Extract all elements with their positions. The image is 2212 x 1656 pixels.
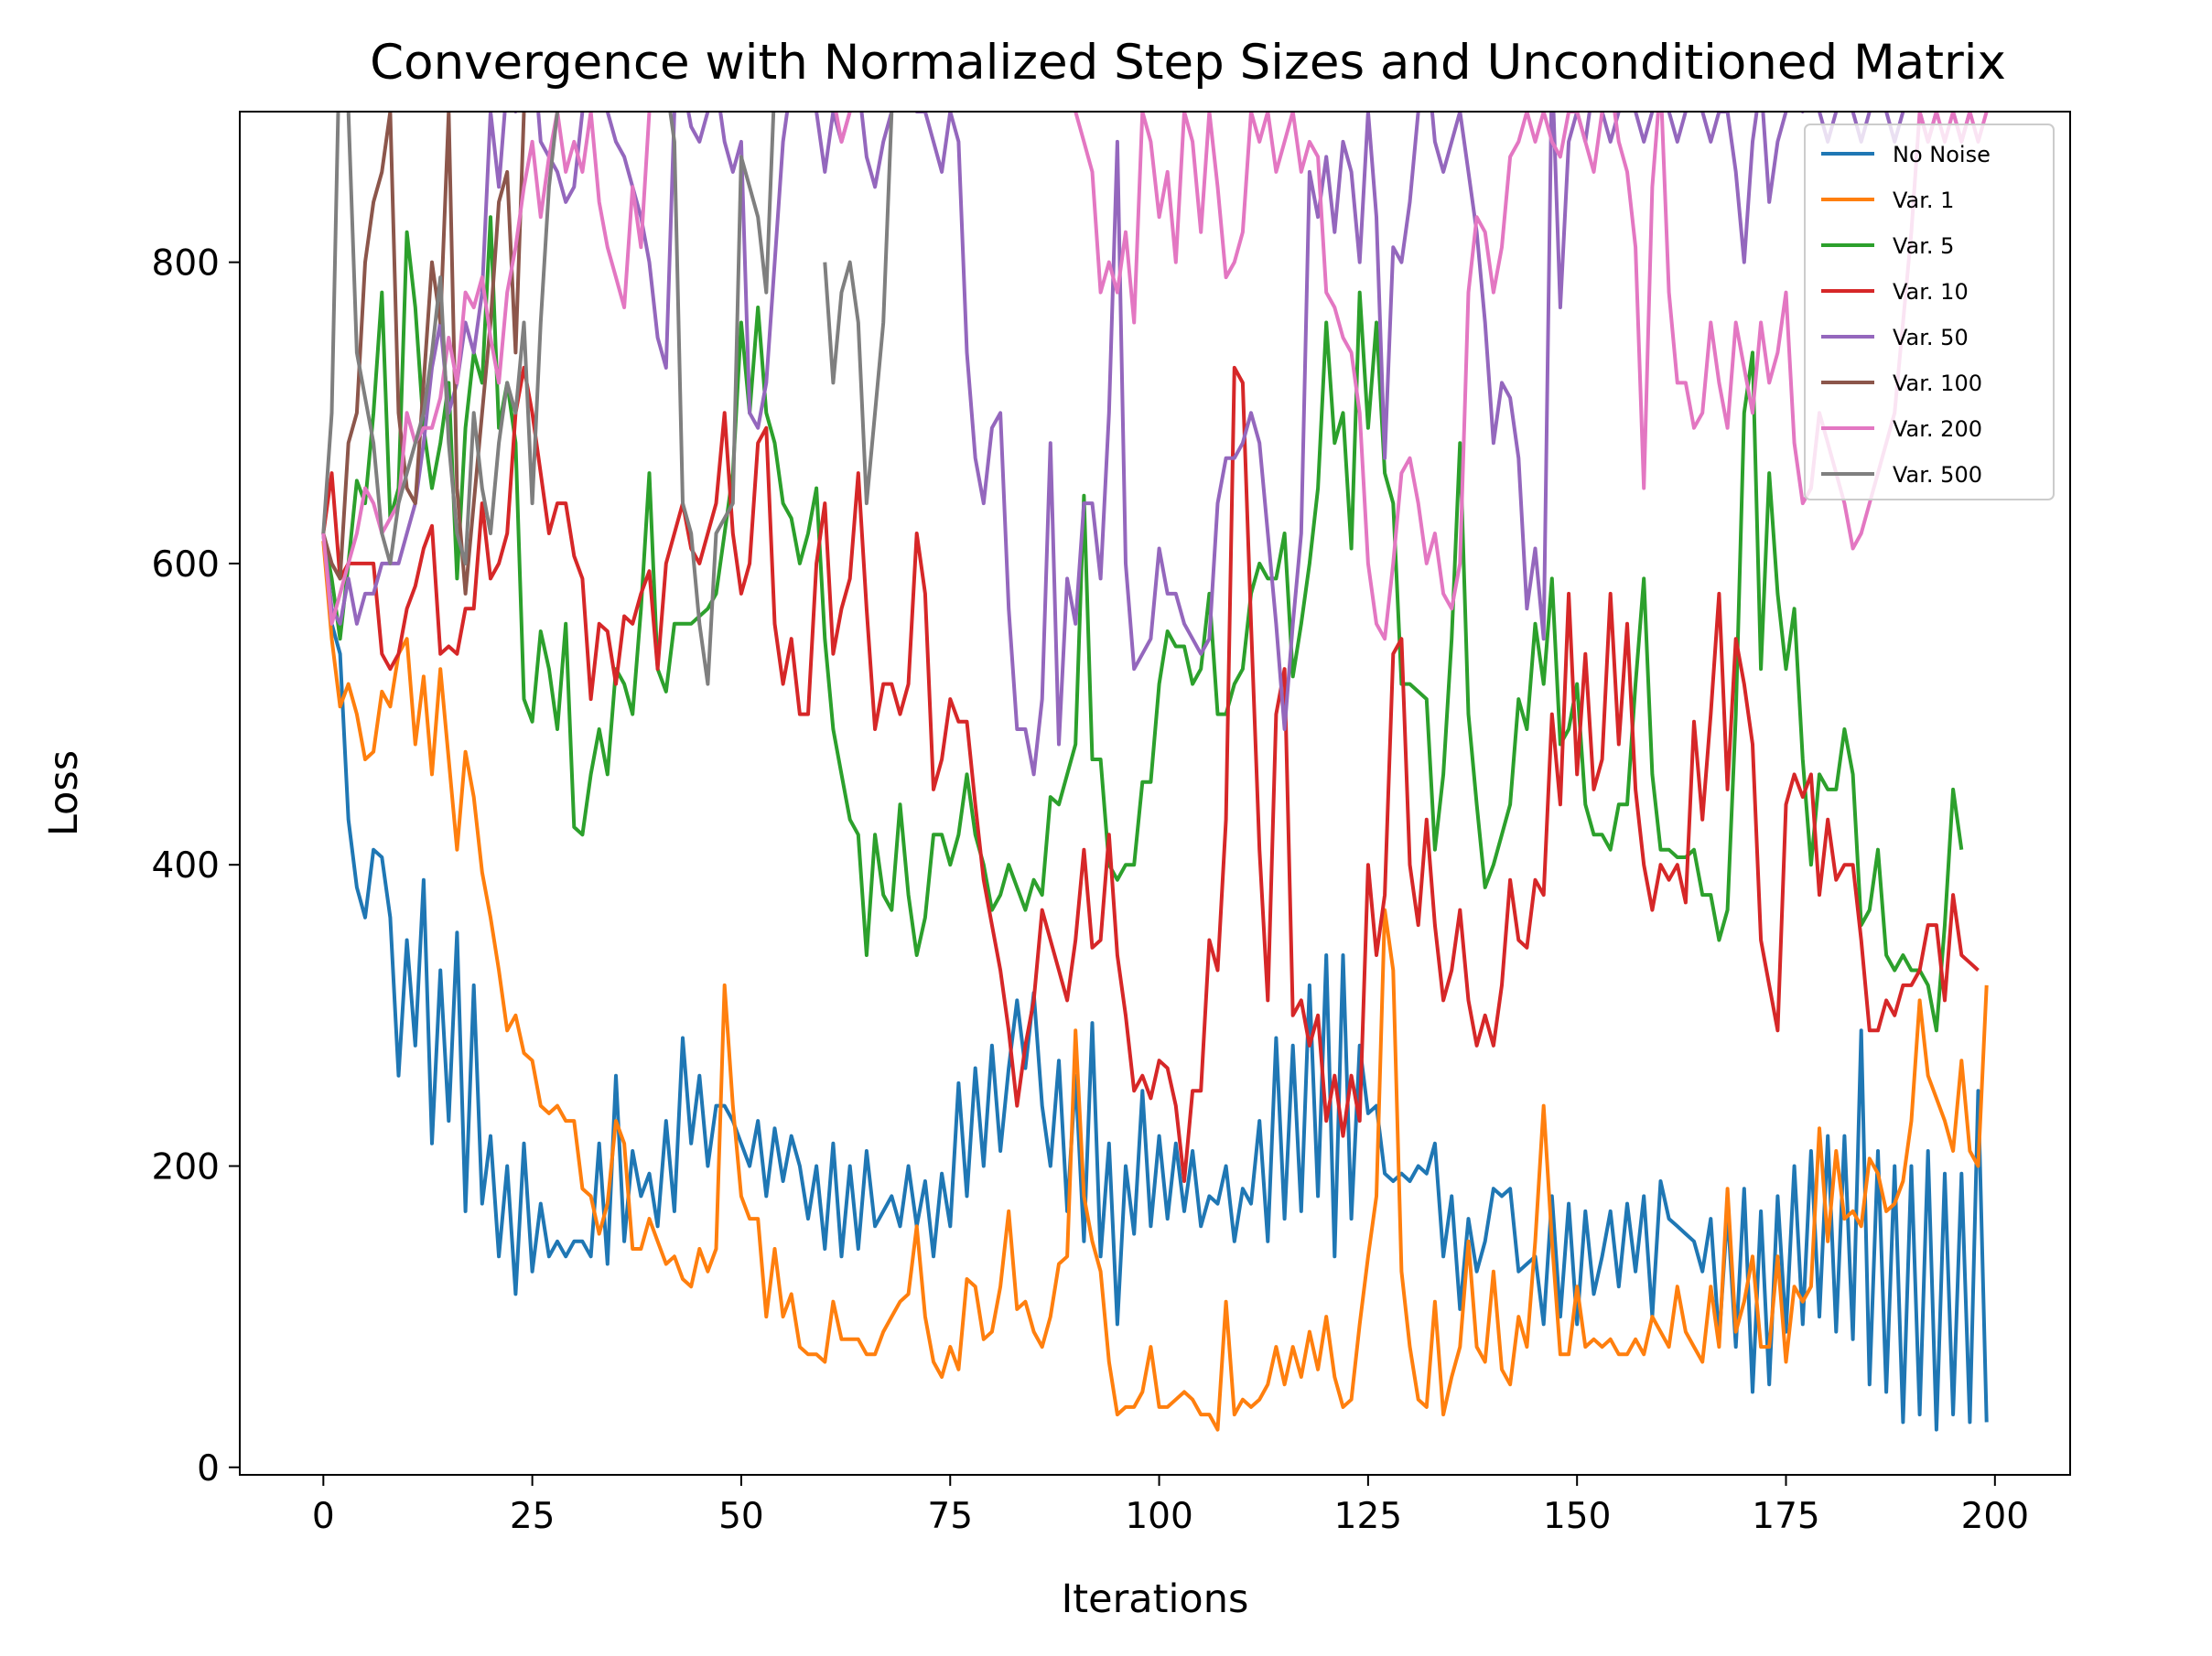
x-tick-label: 125 — [1334, 1496, 1402, 1537]
series-line-var-10 — [321, 365, 1980, 1183]
plot-frame — [239, 111, 2071, 1476]
series-line-no-noise — [321, 532, 1989, 1432]
chart-title: Convergence with Normalized Step Sizes a… — [370, 35, 2006, 91]
x-tick-label: 200 — [1961, 1496, 2029, 1537]
legend-label-var-100: Var. 100 — [1893, 371, 1982, 396]
x-tick-label: 75 — [927, 1496, 973, 1537]
y-tick-label: 200 — [152, 1146, 220, 1188]
series-line-var-50 — [321, 112, 1987, 777]
x-tick-label: 0 — [312, 1496, 335, 1537]
x-tick-label: 175 — [1752, 1496, 1819, 1537]
legend-label-var-5: Var. 5 — [1893, 233, 1954, 259]
legend-label-var-50: Var. 50 — [1893, 325, 1969, 350]
x-axis-label: Iterations — [1062, 1576, 1249, 1622]
legend: No Noise Var. 1 Var. 5 Var. 10 Var. 50 Var. 1… — [1804, 124, 2055, 500]
legend-label-no-noise: No Noise — [1893, 142, 1991, 167]
y-tick-label: 600 — [152, 544, 220, 586]
legend-label-var-500: Var. 500 — [1893, 462, 1982, 488]
x-tick-label: 50 — [718, 1496, 764, 1537]
x-tick-label: 25 — [510, 1496, 556, 1537]
series-line-var-500 — [321, 112, 894, 686]
x-tick-label: 150 — [1543, 1496, 1611, 1537]
x-tick-label: 100 — [1125, 1496, 1192, 1537]
legend-label-var-10: Var. 10 — [1893, 279, 1969, 305]
legend-box — [1804, 124, 2055, 500]
y-tick-label: 0 — [197, 1448, 220, 1489]
series-line-var-1 — [321, 541, 1989, 1432]
legend-label-var-1: Var. 1 — [1893, 188, 1954, 213]
series-layer — [321, 112, 1989, 1432]
y-axis-label: Loss — [41, 750, 87, 836]
y-tick-label: 400 — [152, 845, 220, 887]
legend-label-var-200: Var. 200 — [1893, 416, 1982, 442]
y-axis: 0 200 400 600 800 — [152, 243, 240, 1489]
x-axis: 0 25 50 75 100 125 150 175 200 — [312, 1475, 2029, 1537]
y-tick-label: 800 — [152, 243, 220, 285]
